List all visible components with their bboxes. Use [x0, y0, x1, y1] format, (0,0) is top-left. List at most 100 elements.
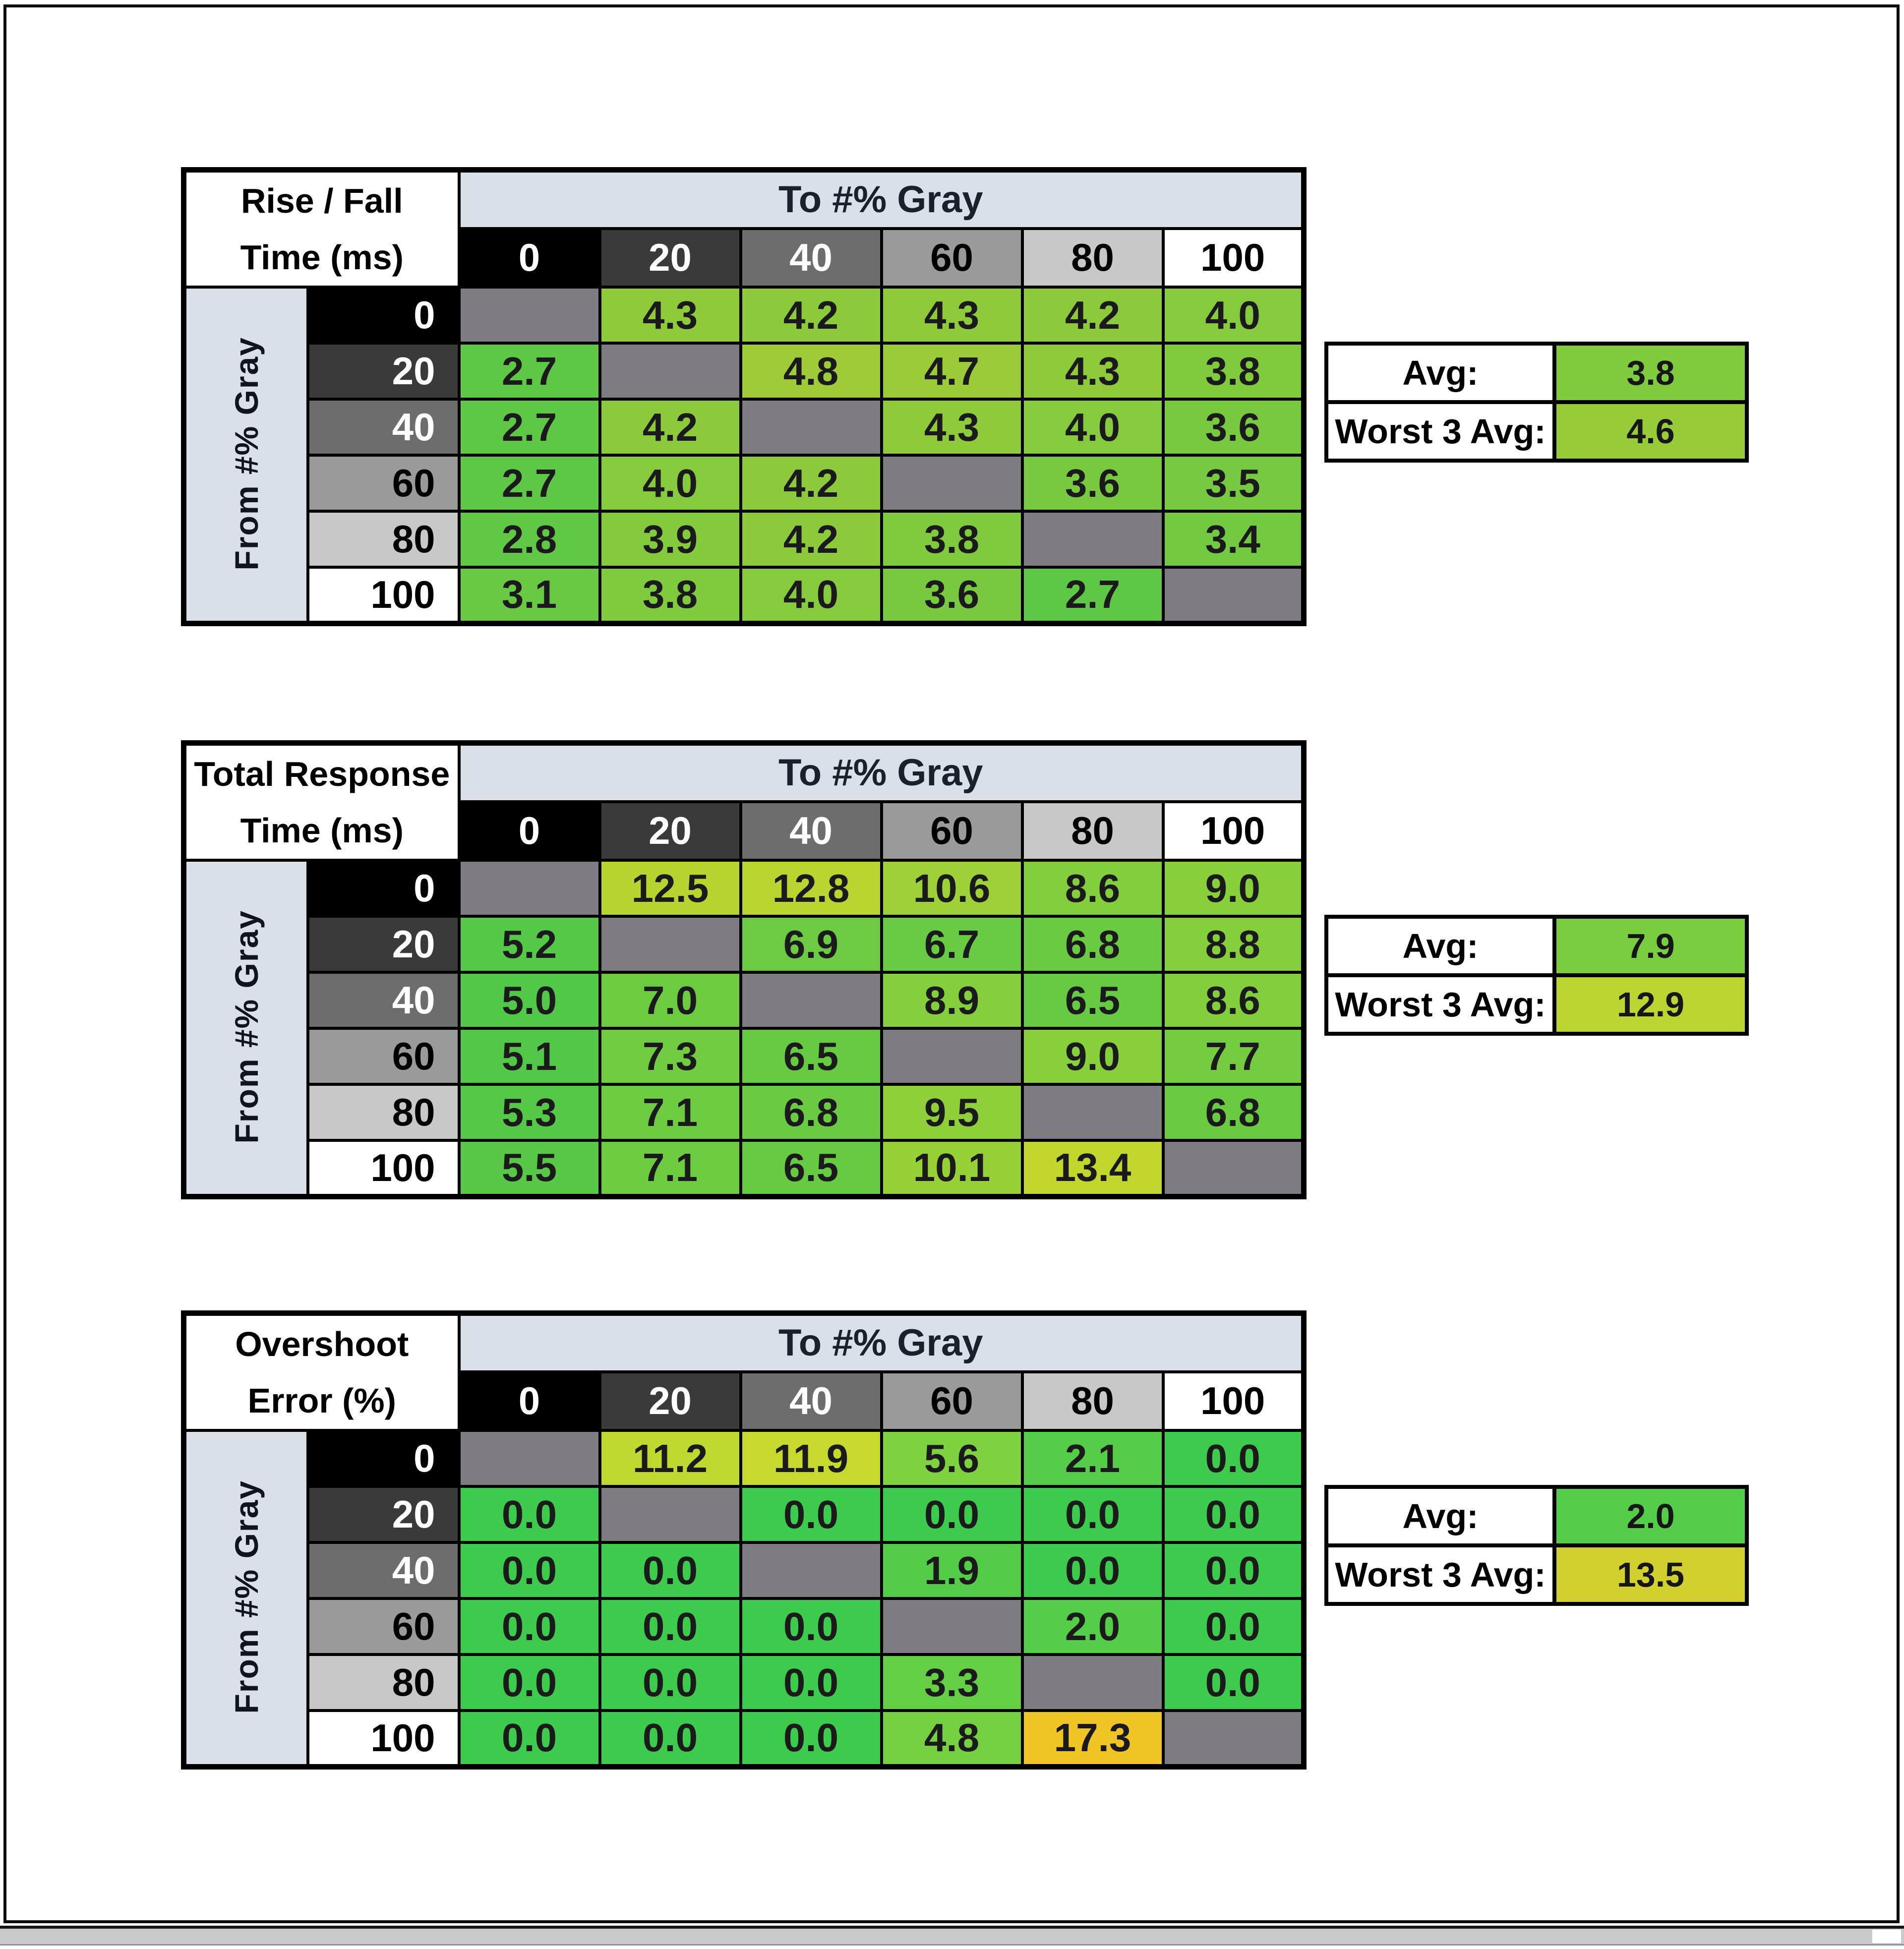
cell-from-100-to-0: 3.1: [459, 567, 600, 623]
diagonal-cell-100: [1163, 1140, 1304, 1196]
row-header-60: 60: [308, 1598, 459, 1654]
row-header-20: 20: [308, 916, 459, 972]
cell-from-0-to-60: 10.6: [882, 860, 1022, 916]
cell-from-60-to-20: 7.3: [600, 1028, 741, 1084]
diagonal-cell-100: [1163, 1711, 1304, 1767]
diagonal-cell-80: [1022, 1084, 1163, 1140]
col-header-100: 100: [1163, 1372, 1304, 1430]
cell-from-80-to-40: 4.2: [741, 511, 882, 567]
cell-from-80-to-60: 9.5: [882, 1084, 1022, 1140]
cell-from-0-to-80: 4.2: [1022, 287, 1163, 343]
diagonal-cell-40: [741, 972, 882, 1028]
total-response-time-title-line2: Time (ms): [186, 802, 458, 859]
row-header-20: 20: [308, 343, 459, 399]
to-gray-axis-header: To #% Gray: [459, 170, 1304, 229]
cell-from-60-to-80: 9.0: [1022, 1028, 1163, 1084]
cell-from-40-to-60: 4.3: [882, 399, 1022, 455]
from-gray-axis-label-text: From #% Gray: [228, 337, 265, 571]
diagonal-cell-0: [459, 287, 600, 343]
rise-fall-time-matrix: Rise / FallTime (ms)To #% Gray0204060801…: [181, 167, 1307, 626]
to-gray-axis-header: To #% Gray: [459, 1313, 1304, 1372]
cell-from-80-to-100: 0.0: [1163, 1654, 1304, 1711]
col-header-0: 0: [459, 1372, 600, 1430]
diagonal-cell-100: [1163, 567, 1304, 623]
window-bottom-bar: [0, 1926, 1904, 1949]
row-header-100: 100: [308, 1140, 459, 1196]
row-header-0: 0: [308, 287, 459, 343]
row-header-0: 0: [308, 860, 459, 916]
col-header-40: 40: [741, 802, 882, 860]
worst-3-avg-label: Worst 3 Avg:: [1328, 1547, 1552, 1602]
cell-from-0-to-100: 9.0: [1163, 860, 1304, 916]
diagonal-cell-60: [882, 1028, 1022, 1084]
total-response-time-worst-3-avg-value: 12.9: [1556, 977, 1745, 1032]
cell-from-80-to-40: 6.8: [741, 1084, 882, 1140]
diagonal-cell-40: [741, 399, 882, 455]
cell-from-0-to-100: 4.0: [1163, 287, 1304, 343]
cell-from-100-to-0: 5.5: [459, 1140, 600, 1196]
total-response-time-title-line1: Total Response: [186, 746, 458, 802]
worst-3-avg-label: Worst 3 Avg:: [1328, 404, 1552, 459]
row-header-60: 60: [308, 455, 459, 511]
cell-from-20-to-0: 2.7: [459, 343, 600, 399]
col-header-20: 20: [600, 229, 741, 287]
cell-from-80-to-20: 7.1: [600, 1084, 741, 1140]
cell-from-40-to-60: 1.9: [882, 1542, 1022, 1598]
cell-from-0-to-20: 11.2: [600, 1430, 741, 1486]
diagonal-cell-20: [600, 1486, 741, 1542]
rise-fall-time-table-section: Rise / FallTime (ms)To #% Gray0204060801…: [181, 167, 1307, 626]
cell-from-40-to-80: 0.0: [1022, 1542, 1163, 1598]
row-header-100: 100: [308, 1711, 459, 1767]
cell-from-40-to-0: 5.0: [459, 972, 600, 1028]
cell-from-60-to-100: 0.0: [1163, 1598, 1304, 1654]
cell-from-60-to-40: 4.2: [741, 455, 882, 511]
cell-from-0-to-20: 4.3: [600, 287, 741, 343]
cell-from-20-to-40: 4.8: [741, 343, 882, 399]
col-header-40: 40: [741, 1372, 882, 1430]
cell-from-80-to-100: 6.8: [1163, 1084, 1304, 1140]
cell-from-80-to-60: 3.3: [882, 1654, 1022, 1711]
avg-label: Avg:: [1328, 1489, 1552, 1543]
page: { "window": { "background": "#ffffff", "…: [0, 0, 1904, 1949]
cell-from-80-to-20: 0.0: [600, 1654, 741, 1711]
cell-from-100-to-20: 3.8: [600, 567, 741, 623]
cell-from-80-to-0: 0.0: [459, 1654, 600, 1711]
overshoot-error-table-section: OvershootError (%)To #% Gray020406080100…: [181, 1310, 1307, 1770]
from-gray-axis-label: From #% Gray: [184, 287, 308, 623]
cell-from-60-to-100: 7.7: [1163, 1028, 1304, 1084]
cell-from-60-to-20: 4.0: [600, 455, 741, 511]
row-header-100: 100: [308, 567, 459, 623]
diagonal-cell-80: [1022, 511, 1163, 567]
cell-from-40-to-20: 7.0: [600, 972, 741, 1028]
cell-from-80-to-0: 5.3: [459, 1084, 600, 1140]
col-header-80: 80: [1022, 802, 1163, 860]
overshoot-error-title-line2: Error (%): [186, 1372, 458, 1429]
cell-from-20-to-60: 0.0: [882, 1486, 1022, 1542]
cell-from-40-to-100: 8.6: [1163, 972, 1304, 1028]
cell-from-60-to-20: 0.0: [600, 1598, 741, 1654]
col-header-100: 100: [1163, 229, 1304, 287]
horizontal-scrollbar[interactable]: [0, 1929, 1904, 1946]
cell-from-20-to-0: 0.0: [459, 1486, 600, 1542]
cell-from-40-to-20: 4.2: [600, 399, 741, 455]
col-header-0: 0: [459, 229, 600, 287]
row-header-80: 80: [308, 1654, 459, 1711]
cell-from-100-to-0: 0.0: [459, 1711, 600, 1767]
cell-from-60-to-100: 3.5: [1163, 455, 1304, 511]
cell-from-40-to-100: 3.6: [1163, 399, 1304, 455]
from-gray-axis-label-text: From #% Gray: [228, 1480, 265, 1714]
cell-from-20-to-60: 6.7: [882, 916, 1022, 972]
diagonal-cell-0: [459, 1430, 600, 1486]
cell-from-100-to-80: 2.7: [1022, 567, 1163, 623]
cell-from-0-to-60: 4.3: [882, 287, 1022, 343]
from-gray-axis-label: From #% Gray: [184, 860, 308, 1196]
cell-from-0-to-60: 5.6: [882, 1430, 1022, 1486]
diagonal-cell-40: [741, 1542, 882, 1598]
col-header-60: 60: [882, 1372, 1022, 1430]
cell-from-80-to-40: 0.0: [741, 1654, 882, 1711]
cell-from-40-to-0: 2.7: [459, 399, 600, 455]
col-header-20: 20: [600, 802, 741, 860]
row-header-60: 60: [308, 1028, 459, 1084]
cell-from-100-to-20: 7.1: [600, 1140, 741, 1196]
overshoot-error-summary: Avg:2.0Worst 3 Avg:13.5: [1324, 1485, 1749, 1606]
